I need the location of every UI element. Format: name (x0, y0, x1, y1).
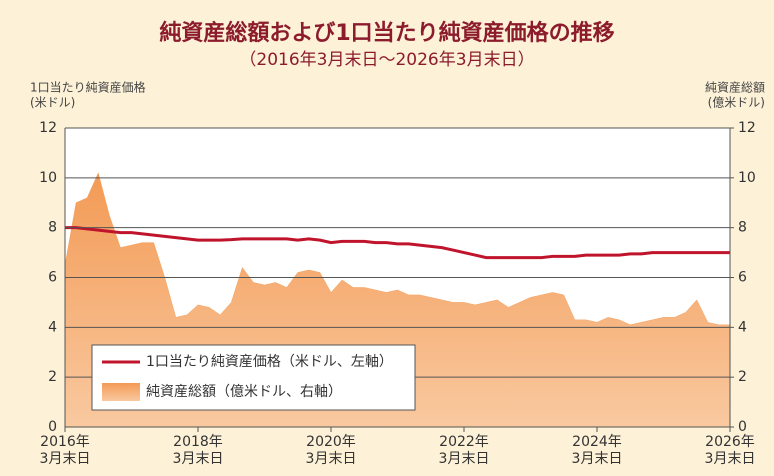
x-tick-label: 2024年 (572, 434, 622, 450)
legend-box (91, 344, 416, 411)
x-tick-label: 2022年 (439, 434, 489, 450)
y-tick-label: 2 (48, 369, 57, 385)
y2-tick-label: 0 (738, 419, 747, 435)
x-tick-label: 2020年 (306, 434, 356, 450)
y-tick-label: 6 (48, 270, 57, 286)
y2-axis-title: (億米ドル) (708, 96, 765, 110)
y-tick-label: 10 (39, 170, 57, 186)
x-tick-label: 3月末日 (572, 451, 623, 467)
line (65, 226, 730, 260)
y2-tick-label: 2 (738, 369, 747, 385)
x-tick-label: 3月末日 (439, 451, 490, 467)
y2-tick-label: 12 (738, 120, 756, 136)
x-tick-label: 3月末日 (40, 451, 91, 467)
y-axis-title: 1口当たり純資産価格 (30, 80, 146, 95)
y-tick-label: 12 (39, 120, 57, 136)
y2-tick-label: 4 (738, 319, 747, 335)
y2-tick-label: 10 (738, 170, 756, 186)
x-tick-label: 2016年 (40, 434, 90, 450)
legend-label: 1口当たり純資産価格（米ドル、左軸） (146, 354, 393, 370)
chart-title: 純資産総額および1口当たり純資産価格の推移 (159, 20, 614, 46)
legend-swatch (102, 383, 140, 401)
x-tick-label: 2026年 (705, 434, 755, 450)
y2-axis-title: 純資産総額 (705, 80, 765, 95)
y2-tick-label: 8 (738, 220, 747, 236)
x-tick-label: 3月末日 (306, 451, 357, 467)
y2-tick-label: 6 (738, 270, 747, 286)
y-tick-label: 0 (48, 419, 57, 435)
legend-label: 純資産総額（億米ドル、右軸） (146, 384, 342, 400)
y-tick-label: 8 (48, 220, 57, 236)
chart-subtitle: （2016年3月末日～2026年3月末日） (239, 50, 534, 70)
y-tick-label: 4 (48, 319, 57, 335)
x-tick-label: 2018年 (173, 434, 223, 450)
x-tick-label: 3月末日 (173, 451, 224, 467)
axes: 0246810120246810122016年3月末日2018年3月末日2020… (39, 120, 756, 467)
x-tick-label: 3月末日 (705, 451, 756, 467)
y-axis-title: (米ドル) (30, 96, 75, 110)
